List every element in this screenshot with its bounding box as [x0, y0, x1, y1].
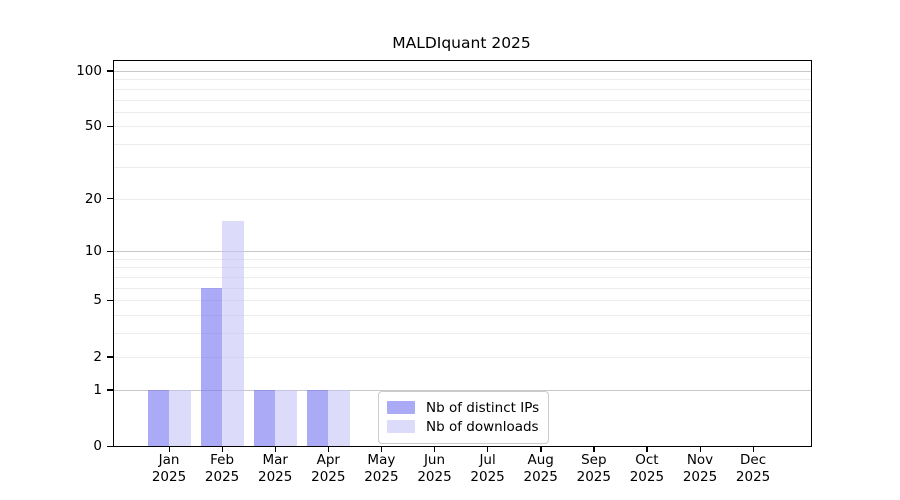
x-tick-label-oct: Oct 2025: [612, 452, 682, 486]
x-tick-year: 2025: [417, 469, 452, 485]
x-tick-mark: [327, 446, 330, 452]
y-tick-label: 50: [84, 118, 102, 135]
legend-item-downloads: Nb of downloads: [387, 418, 540, 435]
x-tick-label-dec: Dec 2025: [718, 452, 788, 486]
minor-gridline: [114, 356, 811, 358]
y-tick-label: 100: [76, 62, 102, 79]
y-tick-mark: [107, 445, 113, 447]
x-tick-year: 2025: [682, 469, 718, 485]
x-tick-year: 2025: [258, 469, 293, 485]
legend-swatch-downloads: [387, 420, 415, 433]
x-tick-mark: [434, 446, 436, 452]
x-tick-mark: [646, 446, 648, 452]
major-gridline: [114, 70, 811, 72]
minor-gridline: [114, 111, 811, 113]
major-gridline: [114, 389, 811, 391]
minor-gridline: [114, 126, 811, 128]
minor-gridline: [114, 79, 811, 81]
x-tick-label-apr: Apr 2025: [293, 452, 363, 486]
legend-label-downloads: Nb of downloads: [426, 418, 539, 435]
minor-gridline: [114, 144, 811, 146]
minor-gridline: [114, 333, 811, 335]
bar-apr-downloads: [328, 389, 350, 446]
bar-feb-downloads: [222, 220, 244, 446]
minor-gridline: [114, 277, 811, 278]
x-tick-year: 2025: [204, 469, 240, 485]
x-tick-mark: [699, 446, 701, 452]
x-tick-mark: [274, 446, 277, 452]
y-tick-mark: [107, 250, 113, 252]
bar-feb-distinct-ips: [200, 287, 223, 446]
legend-item-distinct-ips: Nb of distinct IPs: [387, 399, 540, 416]
x-tick-label-feb: Feb 2025: [187, 452, 257, 486]
bar-jan-downloads: [169, 389, 191, 446]
y-tick-mark: [107, 198, 113, 200]
legend-swatch-distinct-ips: [387, 401, 415, 414]
legend: Nb of distinct IPs Nb of downloads: [378, 391, 549, 444]
x-tick-label-jun: Jun 2025: [400, 452, 470, 486]
y-tick-mark: [107, 356, 113, 358]
y-tick-label: 10: [84, 243, 102, 260]
minor-gridline: [114, 88, 811, 90]
y-tick-label: 20: [84, 190, 102, 207]
minor-gridline: [114, 258, 811, 260]
y-tick-mark: [107, 125, 113, 128]
x-tick-mark: [168, 446, 170, 452]
y-tick-label: 0: [93, 438, 102, 454]
x-tick-label-nov: Nov 2025: [665, 452, 735, 486]
x-tick-year: 2025: [364, 469, 399, 485]
y-tick-mark: [107, 299, 113, 302]
x-tick-year: 2025: [470, 469, 505, 485]
x-tick-year: 2025: [576, 469, 611, 485]
bar-mar-downloads: [275, 389, 297, 446]
plot-area: 0 1 2 5 10 20 50 100 Jan 2025 Feb 2025 Mar 2025 Apr 202…: [76, 60, 812, 485]
x-tick-year: 2025: [523, 469, 558, 485]
legend-label-distinct-ips: Nb of distinct IPs: [426, 399, 540, 416]
chart-title: MALDIquant 2025: [392, 34, 531, 52]
x-tick-year: 2025: [735, 469, 771, 485]
bar-apr-distinct-ips: [306, 389, 329, 446]
x-tick-mark: [487, 446, 489, 452]
y-tick-mark: [107, 389, 113, 391]
y-tick-label: 5: [93, 292, 102, 309]
minor-gridline: [114, 287, 811, 289]
x-tick-label-jan: Jan 2025: [134, 452, 204, 486]
x-tick-year: 2025: [629, 469, 665, 485]
bar-jan-distinct-ips: [147, 389, 169, 446]
x-tick-mark: [752, 446, 754, 452]
x-tick-mark: [221, 446, 223, 452]
minor-gridline: [114, 166, 811, 168]
major-gridline: [114, 251, 811, 253]
x-tick-mark: [540, 446, 542, 452]
x-tick-mark: [380, 446, 383, 452]
x-tick-mark: [593, 446, 595, 452]
x-tick-label-may: May 2025: [346, 452, 416, 486]
y-tick-mark: [107, 70, 113, 72]
x-tick-label-mar: Mar 2025: [240, 452, 310, 486]
minor-gridline: [114, 300, 811, 302]
y-tick-label: 2: [93, 348, 102, 365]
x-tick-year: 2025: [311, 469, 346, 485]
x-tick-label-sep: Sep 2025: [559, 452, 629, 486]
bar-mar-distinct-ips: [253, 389, 276, 446]
x-tick-label-aug: Aug 2025: [506, 452, 576, 486]
x-tick-year: 2025: [151, 469, 187, 485]
minor-gridline: [114, 267, 811, 269]
minor-gridline: [114, 198, 811, 200]
minor-gridline: [114, 315, 811, 317]
y-tick-label: 1: [93, 381, 102, 398]
x-tick-label-jul: Jul 2025: [453, 452, 523, 486]
minor-gridline: [114, 99, 811, 101]
